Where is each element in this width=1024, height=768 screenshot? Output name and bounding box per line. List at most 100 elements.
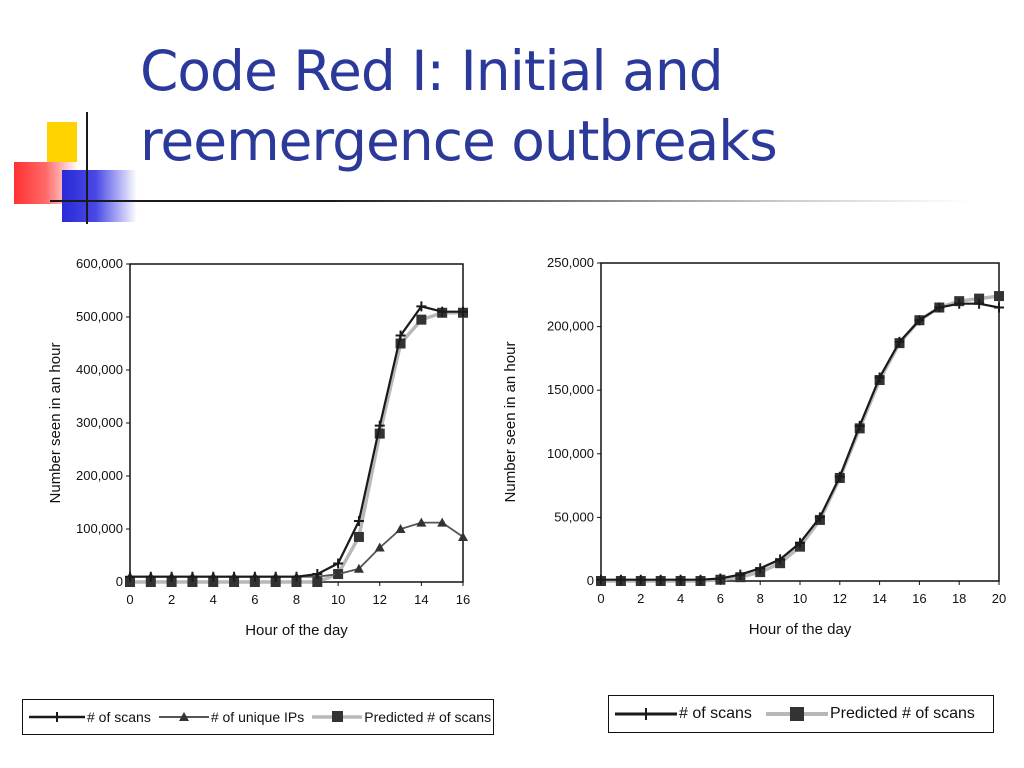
data-point-plus — [755, 563, 766, 574]
data-point-square — [416, 314, 427, 325]
legend-marker-plus — [615, 708, 677, 720]
data-point-square — [395, 338, 406, 349]
x-tick-label: 20 — [992, 591, 1006, 606]
x-tick-label: 0 — [126, 592, 133, 607]
y-tick-label: 250,000 — [547, 255, 594, 270]
y-tick-label: 100,000 — [76, 521, 123, 536]
x-tick-label: 10 — [331, 592, 345, 607]
y-tick-label: 600,000 — [76, 256, 123, 271]
slide-title: Code Red I: Initial and reemergence outb… — [140, 36, 1000, 176]
legend-item-unique-ips: # of unique IPs — [158, 709, 305, 725]
data-point-plus — [270, 571, 281, 582]
series-0 — [125, 301, 468, 582]
y-tick-label: 500,000 — [76, 309, 123, 324]
data-point-square — [145, 577, 156, 587]
data-point-plus — [775, 554, 786, 565]
data-point-square — [208, 577, 219, 587]
data-point-plus — [874, 372, 885, 383]
data-point-triangle — [395, 524, 406, 533]
data-point-plus — [125, 571, 135, 582]
data-point-plus — [187, 571, 198, 582]
data-point-square — [374, 428, 385, 439]
legend-chart-1: # of scans # of unique IPs Predicted # o… — [22, 699, 494, 735]
series-2 — [125, 307, 468, 587]
x-tick-label: 16 — [912, 591, 926, 606]
y-axis-title: Number seen in an hour — [47, 343, 64, 504]
data-point-plus — [374, 420, 385, 431]
data-point-triangle — [458, 531, 468, 541]
plot-area — [600, 262, 1000, 582]
data-point-triangle — [333, 569, 344, 579]
title-underline — [50, 200, 970, 202]
legend-marker-square — [765, 707, 828, 721]
decor-vertical-line — [86, 112, 88, 224]
legend-label: # of scans — [87, 709, 151, 725]
y-tick-label: 0 — [587, 573, 594, 588]
data-point-plus — [229, 571, 240, 582]
x-tick-label: 12 — [373, 592, 387, 607]
legend-item-scans: # of scans — [615, 705, 752, 723]
data-point-plus — [208, 571, 219, 582]
data-point-square — [312, 577, 323, 587]
data-point-plus — [437, 306, 448, 317]
data-point-triangle — [416, 517, 427, 527]
y-tick-label: 400,000 — [76, 362, 123, 377]
legend-marker-triangle — [158, 712, 209, 721]
data-point-plus — [596, 574, 606, 585]
legend-item-predicted: Predicted # of scans — [312, 709, 491, 725]
plot-area — [129, 263, 464, 583]
legend-marker-plus — [29, 712, 85, 722]
x-tick-label: 14 — [414, 592, 428, 607]
data-point-plus — [695, 574, 706, 585]
data-point-plus — [994, 302, 1004, 313]
legend-chart-2: # of scans Predicted # of scans — [608, 695, 994, 733]
y-tick-label: 100,000 — [547, 446, 594, 461]
y-tick-label: 300,000 — [76, 415, 123, 430]
x-tick-label: 6 — [251, 592, 258, 607]
data-point-plus — [416, 301, 427, 312]
x-tick-label: 12 — [833, 591, 847, 606]
data-point-plus — [834, 471, 845, 482]
x-axis-title: Hour of the day — [749, 621, 852, 638]
x-tick-label: 8 — [757, 591, 764, 606]
series-0 — [596, 298, 1004, 585]
data-point-plus — [934, 302, 945, 313]
data-point-plus — [635, 574, 646, 585]
data-point-plus — [353, 516, 364, 527]
data-point-square — [125, 577, 135, 587]
data-point-plus — [854, 420, 865, 431]
title-line-1: Code Red I: Initial and — [140, 39, 724, 103]
data-point-square — [353, 531, 364, 542]
legend-label: # of scans — [679, 705, 752, 722]
legend-marker-square — [312, 711, 363, 722]
legend-item-scans: # of scans — [29, 709, 151, 725]
data-point-plus — [395, 330, 406, 341]
y-tick-label: 50,000 — [554, 509, 594, 524]
y-tick-label: 200,000 — [547, 319, 594, 334]
legend-item-predicted: Predicted # of scans — [765, 705, 975, 723]
x-tick-label: 2 — [637, 591, 644, 606]
x-axis-title: Hour of the day — [245, 622, 348, 639]
chart-initial-outbreak: 0 100,000 200,000 300,000 400,000 500,000 600,… — [47, 256, 470, 639]
data-point-plus — [735, 569, 746, 580]
legend-label: # of unique IPs — [210, 709, 305, 725]
x-tick-label: 4 — [210, 592, 217, 607]
data-point-plus — [795, 537, 805, 548]
chart-reemergence-outbreak: 0 50,000 100,000 150,000 200,000 250,000 0 2 4 6 8… — [502, 255, 1006, 638]
data-point-plus — [333, 558, 344, 569]
data-point-square — [994, 291, 1004, 302]
x-tick-label: 18 — [952, 591, 966, 606]
data-point-plus — [166, 571, 177, 582]
data-point-square — [249, 577, 260, 587]
y-tick-label: 200,000 — [76, 468, 123, 483]
data-point-plus — [974, 298, 985, 309]
data-point-square — [974, 293, 985, 304]
data-point-plus — [615, 574, 626, 585]
x-tick-label: 4 — [677, 591, 684, 606]
data-point-plus — [914, 315, 925, 326]
data-point-plus — [715, 573, 726, 584]
data-point-triangle — [437, 517, 448, 527]
data-point-square — [291, 577, 302, 587]
data-point-square — [229, 577, 240, 587]
decor-blue-square — [62, 170, 137, 222]
